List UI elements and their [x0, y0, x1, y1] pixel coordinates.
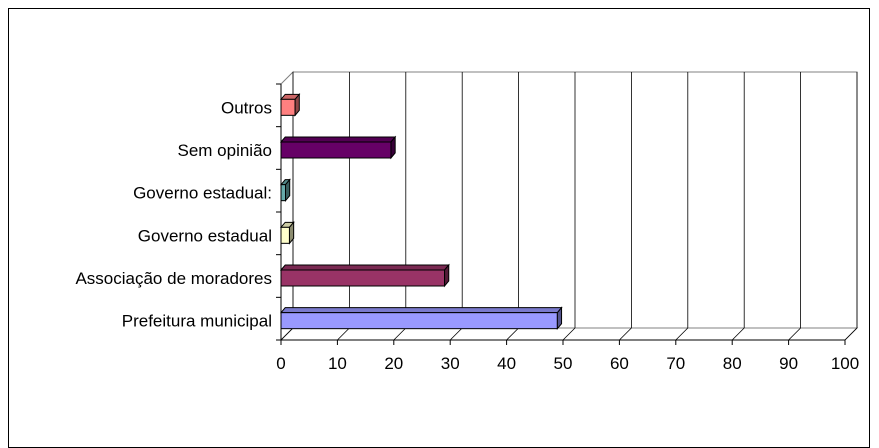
bar-end-face	[294, 92, 300, 117]
category-label: Governo estadual	[138, 226, 272, 245]
floor-gridline	[449, 327, 463, 341]
bar-front-face	[280, 184, 287, 202]
bar-front-face	[280, 141, 392, 159]
x-tick-label: 10	[328, 354, 347, 373]
floor-gridline	[731, 327, 745, 341]
bar-end-face	[285, 178, 291, 203]
category-label: Prefeitura municipal	[122, 312, 272, 331]
bar-top-face	[279, 307, 563, 314]
bar-top-face	[279, 264, 450, 271]
bar	[279, 178, 291, 203]
x-tick-labels: 0 10 20 30 40 50 60 70 80 90 100	[276, 339, 859, 373]
floor-gridline	[337, 327, 350, 341]
floor-gridline	[675, 327, 689, 341]
x-tick-label: 30	[441, 354, 460, 373]
category-label: Outros	[221, 98, 272, 117]
category-label: Governo estadual:	[133, 184, 272, 203]
x-tick-label: 20	[384, 354, 403, 373]
floor-gridline	[619, 327, 632, 341]
bar-top-face	[279, 136, 397, 143]
bar-front-face	[280, 98, 296, 116]
bar	[279, 263, 450, 288]
bar-front-face	[280, 226, 290, 244]
category-label: Associação de moradores	[75, 269, 272, 288]
x-tick-label: 80	[723, 354, 742, 373]
bars	[279, 92, 563, 331]
bar	[279, 92, 301, 117]
floor-gridline	[393, 327, 407, 341]
floor-gridline	[844, 327, 858, 341]
bar-end-face	[444, 263, 450, 288]
chart-walls	[279, 70, 859, 342]
category-label: Sem opinião	[177, 141, 272, 160]
gridlines	[280, 72, 858, 341]
x-tick-label: 40	[497, 354, 516, 373]
x-tick-label: 90	[779, 354, 798, 373]
bar	[279, 135, 397, 160]
x-tick-label: 60	[610, 354, 629, 373]
floor-gridline	[562, 327, 576, 341]
x-tick-label: 100	[831, 354, 859, 373]
category-labels: Prefeitura municipal Associação de morado…	[75, 83, 282, 341]
bar-front-face	[280, 269, 446, 287]
bar-end-face	[556, 306, 563, 331]
x-tick-label: 50	[554, 354, 573, 373]
floor-gridline	[506, 327, 519, 341]
bar-front-face	[280, 312, 558, 330]
floor-gridline	[788, 327, 801, 341]
x-tick-label: 70	[666, 354, 685, 373]
bar	[279, 306, 563, 331]
chart-frame	[8, 8, 870, 448]
bar-end-face	[390, 135, 396, 160]
x-tick-label: 0	[276, 354, 285, 373]
bar-chart: Prefeitura municipal Associação de morado…	[75, 70, 859, 373]
bar-end-face	[288, 220, 295, 245]
bar	[279, 220, 295, 245]
floor-gridline	[280, 327, 294, 341]
